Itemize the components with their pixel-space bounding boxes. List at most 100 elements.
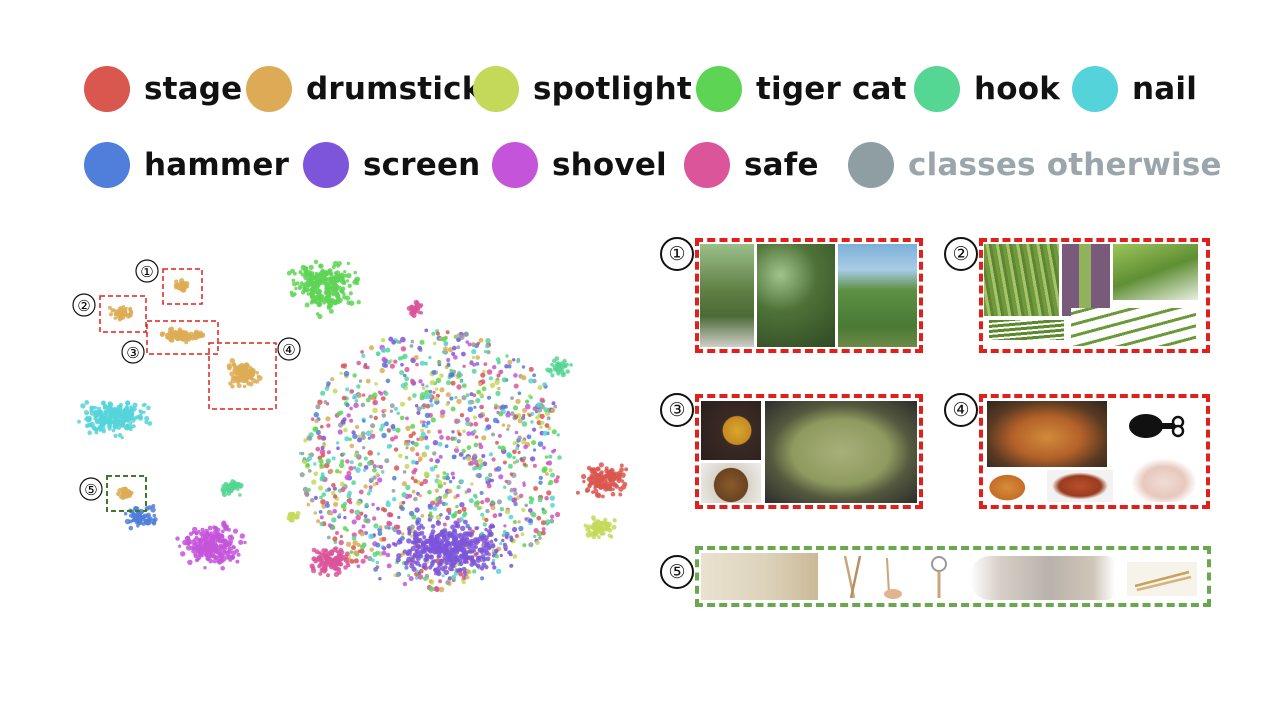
scatter-point	[479, 547, 485, 552]
scatter-point	[112, 412, 118, 418]
scatter-point	[192, 526, 198, 533]
scatter-point	[490, 543, 496, 549]
scatter-point	[341, 395, 347, 401]
scatter-point	[431, 331, 436, 336]
scatter-point	[475, 397, 481, 404]
scatter-point	[478, 458, 484, 464]
scatter-point	[333, 501, 339, 507]
scatter-point	[406, 442, 410, 446]
scatter-point	[393, 447, 399, 452]
scatter-point	[481, 453, 486, 459]
scatter-point	[461, 506, 467, 512]
scatter-point	[409, 310, 415, 316]
scatter-point	[462, 456, 466, 460]
scatter-point	[326, 423, 331, 428]
scatter-point	[353, 558, 359, 564]
scatter-point	[373, 523, 379, 529]
scatter-point	[497, 386, 501, 391]
scatter-point	[336, 555, 341, 559]
scatter-point	[311, 479, 317, 485]
scatter-point	[528, 366, 534, 372]
scatter-point	[407, 531, 412, 536]
scatter-point	[378, 577, 382, 581]
scatter-point	[521, 421, 528, 427]
scatter-point	[349, 460, 354, 465]
legend-item-nail: nail	[1072, 66, 1197, 112]
scatter-point	[197, 529, 201, 534]
scatter-point	[396, 411, 400, 415]
scatter-point	[425, 403, 431, 409]
scatter-point	[494, 403, 498, 407]
scatter-point	[453, 543, 457, 548]
scatter-point	[459, 373, 463, 377]
scatter-point	[203, 566, 207, 570]
scatter-point	[381, 347, 387, 353]
scatter-point	[381, 413, 387, 418]
scatter-point	[492, 513, 498, 519]
scatter-point	[331, 482, 336, 488]
scatter-point	[294, 286, 298, 291]
scatter-point	[325, 283, 331, 289]
scatter-point	[327, 556, 333, 563]
scatter-point	[103, 410, 108, 416]
scatter-point	[445, 435, 451, 441]
scatter-point	[507, 495, 513, 501]
scatter-point	[442, 522, 447, 527]
scatter-point	[100, 417, 105, 422]
scatter-point	[221, 520, 227, 526]
scatter-point	[346, 273, 352, 279]
scatter-point	[453, 520, 458, 525]
scatter-point	[204, 531, 210, 537]
scatter-point	[536, 420, 542, 426]
scatter-point	[414, 548, 418, 553]
scatter-point	[325, 416, 331, 422]
scatter-point	[445, 549, 450, 554]
scatter-point	[352, 373, 357, 378]
scatter-point	[453, 561, 457, 565]
scatter-point	[319, 463, 323, 467]
scatter-point	[432, 451, 437, 456]
scatter-point	[468, 498, 474, 504]
scatter-point	[375, 472, 380, 477]
scatter-point	[442, 543, 447, 547]
scatter-point	[421, 436, 425, 440]
scatter-point	[409, 446, 415, 452]
scatter-point	[314, 271, 319, 276]
scatter-point	[439, 373, 444, 379]
scatter-point	[322, 553, 329, 559]
scatter-point	[351, 535, 357, 541]
scatter-point	[348, 300, 355, 307]
scatter-point	[391, 488, 396, 493]
scatter-point	[491, 554, 496, 558]
scatter-point	[138, 409, 142, 413]
scatter-point	[431, 370, 437, 375]
scatter-point	[620, 479, 625, 483]
scatter-point	[465, 340, 470, 344]
scatter-point	[115, 309, 120, 314]
scatter-point	[169, 336, 174, 341]
scatter-point	[230, 384, 235, 389]
scatter-point	[440, 409, 446, 415]
scatter-point	[410, 476, 415, 480]
legend-dot-hammer	[84, 142, 130, 188]
scatter-point	[327, 294, 332, 300]
scatter-point	[319, 521, 324, 527]
scatter-point	[349, 550, 354, 554]
scatter-point	[401, 481, 407, 487]
scatter-point	[395, 427, 401, 433]
scatter-point	[450, 380, 456, 386]
scatter-point	[498, 512, 503, 517]
scatter-point	[452, 345, 457, 351]
scatter-point	[359, 531, 365, 537]
scatter-point	[427, 548, 432, 553]
drumstick-silhouette-icon	[1129, 414, 1185, 438]
scatter-point	[599, 470, 604, 475]
scatter-point	[307, 488, 311, 492]
scatter-point	[488, 472, 493, 478]
scatter-point	[330, 525, 336, 530]
scatter-point	[547, 482, 552, 486]
scatter-point	[324, 386, 330, 391]
scatter-point	[124, 518, 131, 525]
scatter-point	[364, 531, 368, 535]
scatter-point	[376, 506, 380, 511]
